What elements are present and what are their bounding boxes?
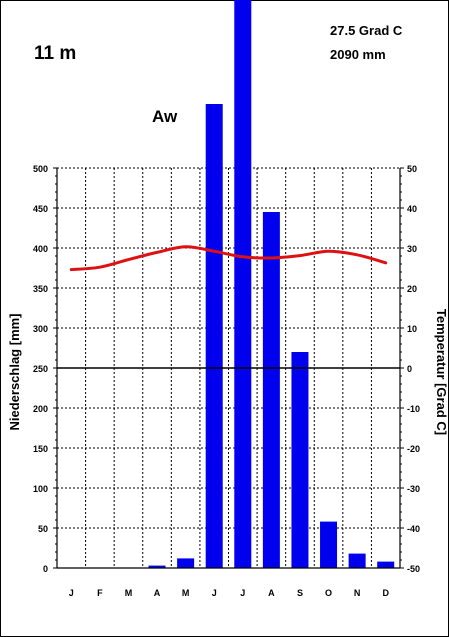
month-label: A	[154, 588, 161, 598]
left-tick-label: 150	[33, 444, 48, 454]
right-tick-label: -40	[407, 524, 420, 534]
axes	[53, 167, 404, 569]
mean-temperature-label: 27.5 Grad C	[330, 23, 403, 38]
left-tick-label: 0	[43, 564, 48, 574]
left-tick-label: 100	[33, 484, 48, 494]
precipitation-bar	[377, 561, 395, 568]
right-tick-label: 0	[407, 364, 412, 374]
month-label: J	[240, 588, 245, 598]
left-tick-label: 300	[33, 324, 48, 334]
precipitation-bar	[177, 558, 195, 568]
month-label: A	[268, 588, 275, 598]
left-tick-label: 50	[38, 524, 48, 534]
precipitation-bar	[262, 212, 280, 568]
month-label: O	[325, 588, 332, 598]
month-label: M	[125, 588, 133, 598]
left-tick-labels: 0 50 100 150 200 250 300 350 400 450 500	[33, 164, 48, 574]
month-label: D	[382, 588, 389, 598]
month-label: M	[182, 588, 190, 598]
precipitation-bar	[291, 352, 309, 568]
right-tick-label: -30	[407, 484, 420, 494]
right-tick-label: 30	[407, 244, 417, 254]
y2-axis-label: Temperatur [Grad C]	[434, 309, 449, 435]
left-tick-label: 200	[33, 404, 48, 414]
elevation-label: 11 m	[34, 43, 76, 64]
temperature-line	[69, 245, 388, 272]
month-label: F	[97, 588, 103, 598]
right-tick-label: 20	[407, 284, 417, 294]
annual-precipitation-label: 2090 mm	[330, 47, 386, 62]
precipitation-bar	[205, 104, 223, 568]
right-tick-label: 10	[407, 324, 417, 334]
precipitation-bar	[348, 553, 366, 568]
month-label: N	[354, 588, 361, 598]
month-label: J	[212, 588, 217, 598]
climate-class-label: Aw	[152, 107, 178, 126]
right-tick-label: -10	[407, 404, 420, 414]
month-label: J	[69, 588, 74, 598]
precipitation-bar	[320, 521, 338, 568]
left-tick-label: 450	[33, 204, 48, 214]
left-tick-label: 350	[33, 284, 48, 294]
left-tick-label: 500	[33, 164, 48, 174]
left-tick-label: 400	[33, 244, 48, 254]
right-tick-label: -50	[407, 564, 420, 574]
right-tick-label: 50	[407, 164, 417, 174]
right-tick-label: -20	[407, 444, 420, 454]
precipitation-bar	[234, 0, 252, 568]
right-tick-label: 40	[407, 204, 417, 214]
month-label: S	[297, 588, 303, 598]
y-axis-label: Niederschlag [mm]	[7, 313, 22, 430]
precipitation-bars	[148, 0, 395, 568]
right-tick-labels: -50 -40 -30 -20 -10 0 10 20 30 40 50	[407, 164, 420, 574]
precipitation-bar	[148, 565, 166, 568]
left-tick-label: 250	[33, 364, 48, 374]
